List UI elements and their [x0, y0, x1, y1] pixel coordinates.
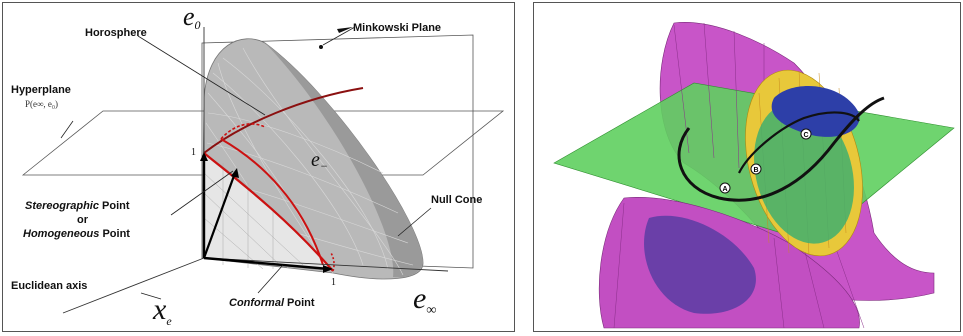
homogeneous-point-label: Homogeneous Point — [23, 228, 130, 240]
horosphere-curve-lower — [203, 152, 334, 272]
hyperboloid-inner-dark — [644, 215, 756, 314]
blue-sphere — [771, 86, 860, 137]
minkowski-plane — [201, 34, 474, 269]
hyperplane-label: Hyperplane — [11, 84, 71, 96]
point-a: A — [719, 182, 731, 194]
minkowski-arrow — [337, 27, 353, 33]
xe-label: xe — [152, 293, 172, 328]
horosphere-label: Horosphere — [85, 27, 147, 39]
null-cone-label: Null Cone — [431, 194, 482, 206]
horosphere-curve-upper — [203, 87, 364, 154]
horosphere-ellipse-back — [220, 123, 266, 140]
einf-unit-vector — [203, 256, 330, 271]
one-horizontal-label: 1 — [331, 277, 336, 288]
horosphere-ellipse-front — [220, 138, 324, 266]
e0-label: e0 — [183, 3, 201, 32]
minkowski-plane-label: Minkowski Plane — [353, 22, 441, 34]
euclidean-axis-label: Euclidean axis — [11, 280, 87, 292]
one-vertical-label: 1 — [191, 147, 196, 158]
hyperboloid-render: A B C — [553, 22, 955, 329]
or-label: or — [77, 214, 89, 226]
svg-text:A: A — [722, 186, 727, 193]
svg-text:C: C — [803, 132, 808, 139]
einf-axis — [203, 257, 449, 272]
stereographic-point-label: Stereographic Point — [25, 200, 130, 212]
einf-label: e∞ — [413, 282, 436, 318]
homogeneous-vector — [202, 172, 237, 259]
svg-text:B: B — [753, 167, 758, 174]
euclidean-axis-line — [62, 257, 205, 314]
null-cone-rim — [265, 43, 423, 278]
null-cone-diagram: Horosphere Minkowski Plane Hyperplane P(… — [11, 3, 505, 328]
horosphere-dotted-end — [330, 252, 335, 272]
hyperboloid-render-panel: A B C — [533, 2, 961, 332]
hyperplane-formula: P(e∞, e₀) — [25, 99, 58, 109]
leader-lines — [60, 35, 432, 300]
null-cone-diagram-panel: Horosphere Minkowski Plane Hyperplane P(… — [2, 2, 515, 332]
eminus-label: e− — [311, 149, 328, 173]
point-c: C — [800, 128, 812, 140]
point-b: B — [750, 163, 762, 175]
conformal-point-label: Conformal Point — [229, 297, 315, 309]
horosphere-sheet-mesh — [203, 163, 304, 270]
black-curve-inner — [738, 111, 860, 174]
